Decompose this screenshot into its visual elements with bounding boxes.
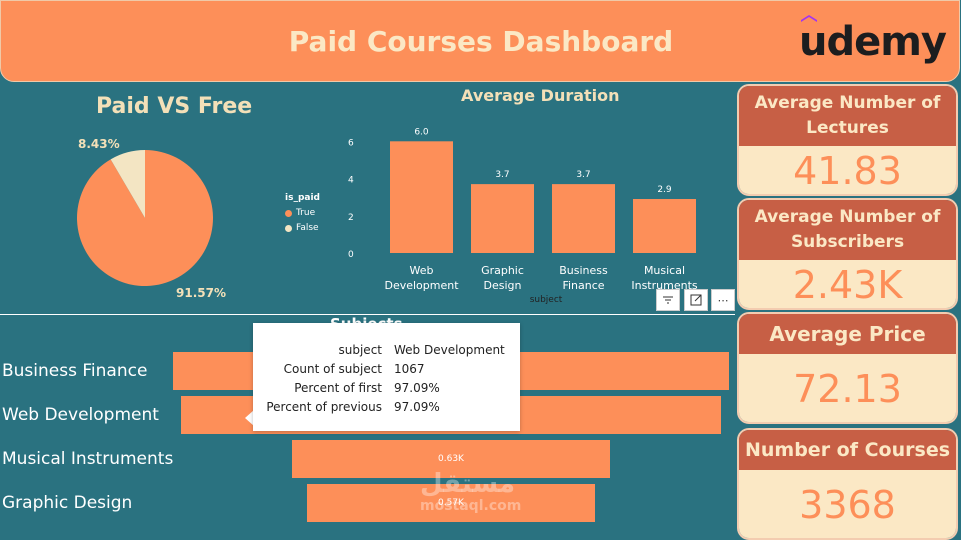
header-bar: Paid Courses Dashboard udemy bbox=[0, 0, 960, 82]
average-duration-bar-chart: 0 2 4 6 6.0 Web Development 3.7 Graphic Design 3.7… bbox=[348, 127, 698, 305]
bar-chart-title: Average Duration bbox=[461, 86, 620, 105]
focus-mode-icon[interactable] bbox=[684, 289, 708, 311]
dashboard-title: Paid Courses Dashboard bbox=[288, 25, 674, 58]
udemy-hat-icon bbox=[801, 15, 817, 22]
watermark-arabic: مستقل bbox=[420, 469, 516, 499]
bar-value-label: 2.9 bbox=[657, 185, 672, 195]
pie-legend: is_paid True False bbox=[285, 193, 320, 233]
y-tick-label: 4 bbox=[348, 176, 354, 186]
pie-label-true: 91.57% bbox=[176, 286, 226, 300]
watermark-site: mostaql.com bbox=[420, 498, 522, 514]
tooltip-key: subject bbox=[338, 343, 383, 357]
bar-value-label: 3.7 bbox=[495, 170, 509, 180]
card-average-subscribers: Average Number of Subscribers 2.43K bbox=[737, 198, 958, 310]
legend-item-true[interactable]: True bbox=[285, 208, 320, 218]
udemy-logo-text: udemy bbox=[799, 19, 947, 65]
legend-item-false[interactable]: False bbox=[285, 223, 320, 233]
watermark: مستقل mostaql.com bbox=[420, 470, 521, 514]
card-title: Average Number of Subscribers bbox=[739, 200, 956, 260]
duration-bar[interactable] bbox=[390, 141, 453, 253]
card-average-price: Average Price 72.13 bbox=[737, 312, 958, 424]
pie-label-false: 8.43% bbox=[78, 137, 120, 151]
x-axis-label: subject bbox=[530, 295, 563, 305]
funnel-bar[interactable] bbox=[306, 484, 596, 522]
card-number-of-courses: Number of Courses 3368 bbox=[737, 428, 958, 540]
card-title: Number of Courses bbox=[739, 430, 956, 470]
more-options-icon[interactable]: ⋯ bbox=[711, 289, 735, 311]
card-value: 3368 bbox=[739, 470, 956, 538]
legend-title: is_paid bbox=[285, 193, 320, 203]
funnel-category-label: Musical Instruments bbox=[2, 449, 174, 469]
tooltip-value: 97.09% bbox=[394, 400, 440, 414]
legend-label-false: False bbox=[296, 223, 319, 233]
tooltip-key: Percent of first bbox=[294, 381, 382, 395]
funnel-category-label: Graphic Design bbox=[2, 493, 133, 513]
duration-bar[interactable] bbox=[633, 199, 696, 253]
y-tick-label: 0 bbox=[348, 250, 354, 260]
pie-slice-false[interactable] bbox=[110, 150, 145, 218]
card-value: 41.83 bbox=[739, 146, 956, 194]
x-tick-label: Design bbox=[484, 279, 522, 292]
legend-dot-true bbox=[285, 209, 292, 217]
y-tick-label: 2 bbox=[348, 213, 354, 223]
legend-dot-false bbox=[285, 224, 292, 232]
funnel-bar[interactable] bbox=[291, 440, 611, 478]
duration-bar[interactable] bbox=[552, 184, 615, 253]
section-divider bbox=[0, 314, 735, 315]
tooltip-key: Count of subject bbox=[283, 362, 382, 376]
card-title: Average Price bbox=[739, 314, 956, 354]
paid-free-pie-chart bbox=[77, 150, 213, 286]
x-tick-label: Graphic bbox=[481, 264, 524, 277]
pie-chart-title: Paid VS Free bbox=[96, 94, 253, 119]
funnel-value-label: 0.63K bbox=[438, 454, 464, 464]
tooltip-key: Percent of previous bbox=[266, 400, 382, 414]
x-tick-label: Finance bbox=[562, 279, 604, 292]
tooltip-value: 97.09% bbox=[394, 381, 440, 395]
x-tick-label: Development bbox=[384, 279, 459, 292]
x-tick-label: Instruments bbox=[631, 279, 698, 292]
tooltip-value: 1067 bbox=[394, 362, 425, 376]
card-value: 72.13 bbox=[739, 354, 956, 422]
tooltip-value: Web Development bbox=[394, 343, 505, 357]
x-tick-label: Web bbox=[410, 264, 434, 277]
card-average-lectures: Average Number of Lectures 41.83 bbox=[737, 84, 958, 196]
legend-label-true: True bbox=[296, 208, 316, 218]
funnel-category-label: Web Development bbox=[2, 405, 159, 425]
funnel-tooltip: subject Web Development Count of subject… bbox=[253, 323, 520, 431]
card-value: 2.43K bbox=[739, 260, 956, 308]
bar-value-label: 3.7 bbox=[576, 170, 590, 180]
x-tick-label: Business bbox=[559, 264, 608, 277]
bar-value-label: 6.0 bbox=[414, 127, 429, 137]
filter-icon[interactable] bbox=[656, 289, 680, 311]
duration-bar[interactable] bbox=[471, 184, 534, 253]
card-title: Average Number of Lectures bbox=[739, 86, 956, 146]
funnel-value-label: 0.57K bbox=[438, 498, 464, 508]
tooltip-pointer bbox=[245, 410, 254, 426]
udemy-logo: udemy bbox=[799, 15, 949, 71]
y-tick-label: 6 bbox=[348, 138, 354, 148]
funnel-category-label: Business Finance bbox=[2, 361, 148, 381]
x-tick-label: Musical bbox=[644, 264, 685, 277]
